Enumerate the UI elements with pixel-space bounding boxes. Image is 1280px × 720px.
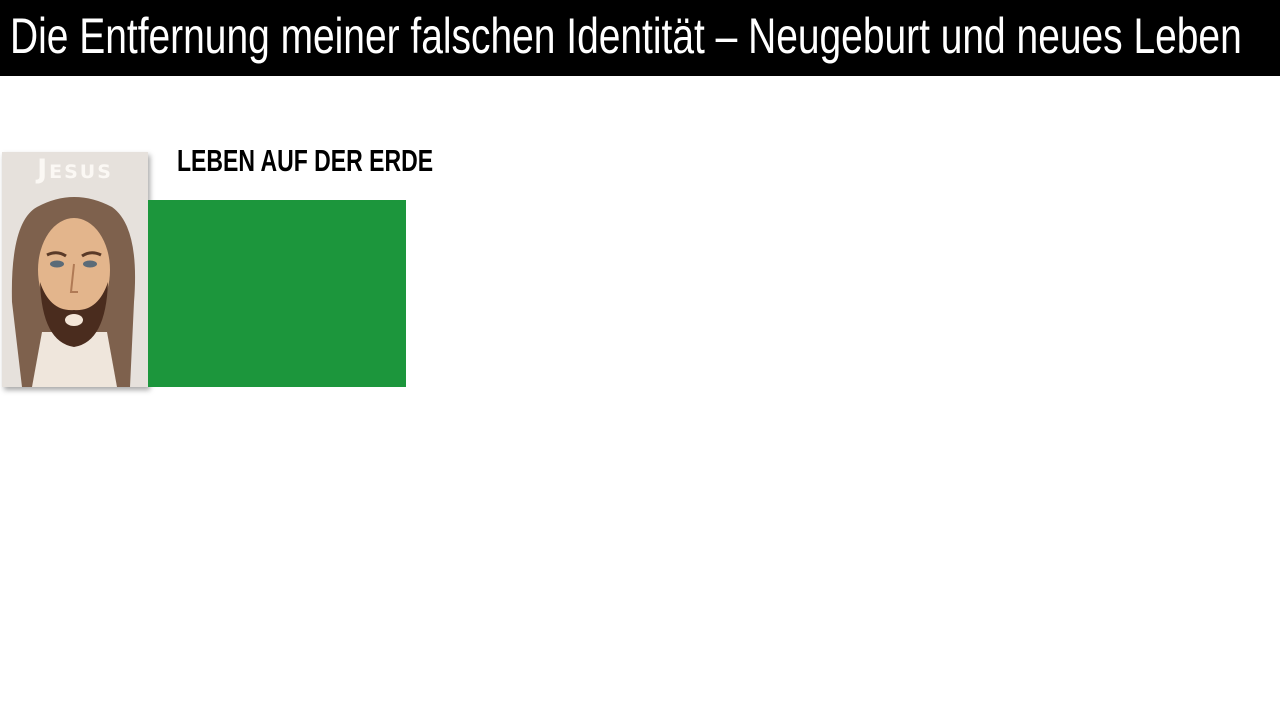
section-heading: LEBEN AUF DER ERDE: [177, 143, 434, 178]
card-label: Jesus: [37, 154, 113, 185]
title-bar: Die Entfernung meiner falschen Identität…: [0, 0, 1280, 76]
green-box: [148, 200, 406, 387]
jesus-portrait-image: [11, 197, 136, 387]
jesus-portrait-card: Jesus: [2, 152, 148, 387]
slide-title: Die Entfernung meiner falschen Identität…: [10, 8, 1242, 64]
